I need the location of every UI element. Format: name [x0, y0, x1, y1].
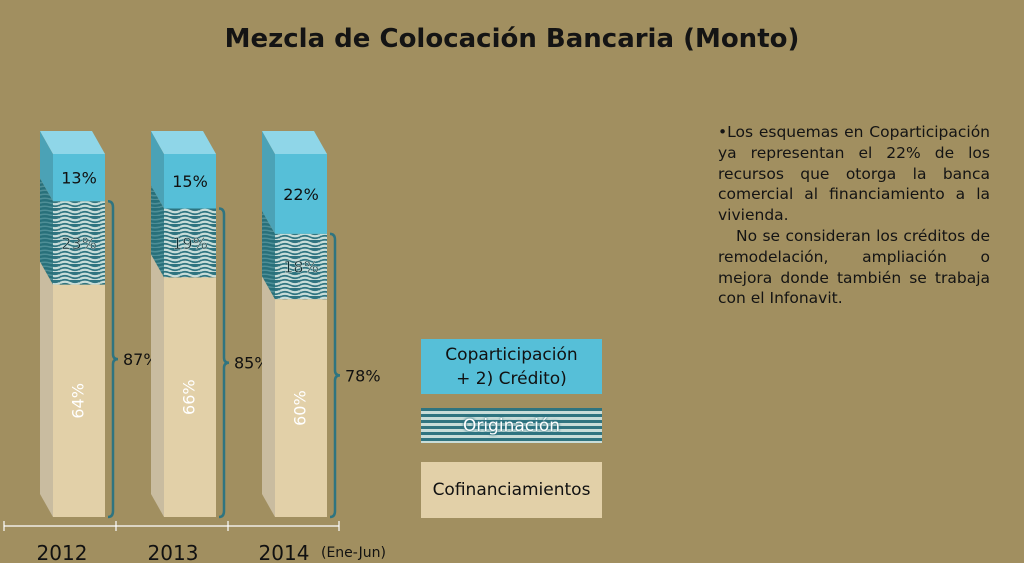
- data-label-2014-cofinanciamientos: 60%: [291, 390, 310, 426]
- x-tick-label-2014: 2014: [259, 541, 310, 563]
- bar-2012-coparticipacion-front: [53, 154, 105, 202]
- legend-originacion-label: Originación: [462, 415, 561, 436]
- bracket-total-2012: 87%: [123, 350, 159, 369]
- bar-2014-coparticipacion-side: [262, 131, 275, 234]
- data-label-2014-originacion: 18%: [283, 258, 319, 277]
- data-label-2014-coparticipacion: 22%: [283, 185, 319, 204]
- bracket-2012: [107, 199, 119, 519]
- bar-2013-coparticipacion-side: [151, 131, 164, 209]
- bar-2014-coparticipacion-front: [275, 154, 327, 234]
- data-label-2013-cofinanciamientos: 66%: [180, 379, 199, 415]
- data-label-2012-coparticipacion: 13%: [61, 169, 97, 188]
- bar-2012-coparticipacion-side: [40, 131, 53, 202]
- legend-coparticipacion: Coparticipación + 2) Crédito): [421, 339, 602, 394]
- x-category-note: (Ene-Jun): [321, 545, 386, 561]
- bar-2012-originacion-side: [40, 178, 53, 285]
- bar-2012-cofinanciamientos-side: [40, 261, 53, 517]
- note-paragraph-1: •Los esquemas en Coparticipación ya repr…: [718, 123, 990, 225]
- bar-2012-originacion-front: [53, 201, 105, 285]
- data-label-2013-coparticipacion: 15%: [172, 172, 208, 191]
- x-tick-label-2012: 2012: [37, 541, 88, 563]
- bracket-2013: [218, 207, 230, 519]
- data-label-2012-originacion: 23%: [61, 234, 97, 253]
- legend-originacion: Originación: [421, 408, 602, 443]
- x-tick-label-2013: 2013: [148, 541, 199, 563]
- bar-2013-originacion-side: [151, 185, 164, 278]
- bracket-total-2013: 85%: [234, 354, 270, 373]
- bar-2014-originacion-side: [262, 210, 275, 300]
- bracket-total-2014: 78%: [345, 366, 381, 385]
- bar-2013-originacion-front: [164, 208, 216, 278]
- bar-2013-top-cap: [151, 131, 216, 154]
- note-paragraph-2: No se consideran los créditos de remodel…: [718, 226, 990, 308]
- bar-2014-top-cap: [262, 131, 327, 154]
- data-label-2013-originacion: 19%: [172, 234, 208, 253]
- bar-2013-cofinanciamientos-front: [164, 277, 216, 517]
- legend-coparticipacion-line1: Coparticipación: [445, 344, 578, 365]
- legend-cofinanciamientos: Cofinanciamientos: [421, 462, 602, 518]
- bracket-2014: [329, 232, 341, 519]
- data-label-2012-cofinanciamientos: 64%: [69, 383, 88, 419]
- bar-2014-cofinanciamientos-side: [262, 276, 275, 517]
- bar-2012-top-cap: [40, 131, 105, 154]
- legend-cofinanciamientos-label: Cofinanciamientos: [432, 480, 591, 500]
- bar-2013-coparticipacion-front: [164, 154, 216, 209]
- note-text: •Los esquemas en Coparticipación ya repr…: [718, 122, 990, 309]
- bar-2014-cofinanciamientos-front: [275, 299, 327, 517]
- bar-2014-originacion-front: [275, 233, 327, 300]
- legend-coparticipacion-line2: + 2) Crédito): [456, 368, 567, 389]
- bar-2013-cofinanciamientos-side: [151, 254, 164, 518]
- page-title: Mezcla de Colocación Bancaria (Monto): [224, 24, 800, 54]
- bar-2012-cofinanciamientos-front: [53, 284, 105, 517]
